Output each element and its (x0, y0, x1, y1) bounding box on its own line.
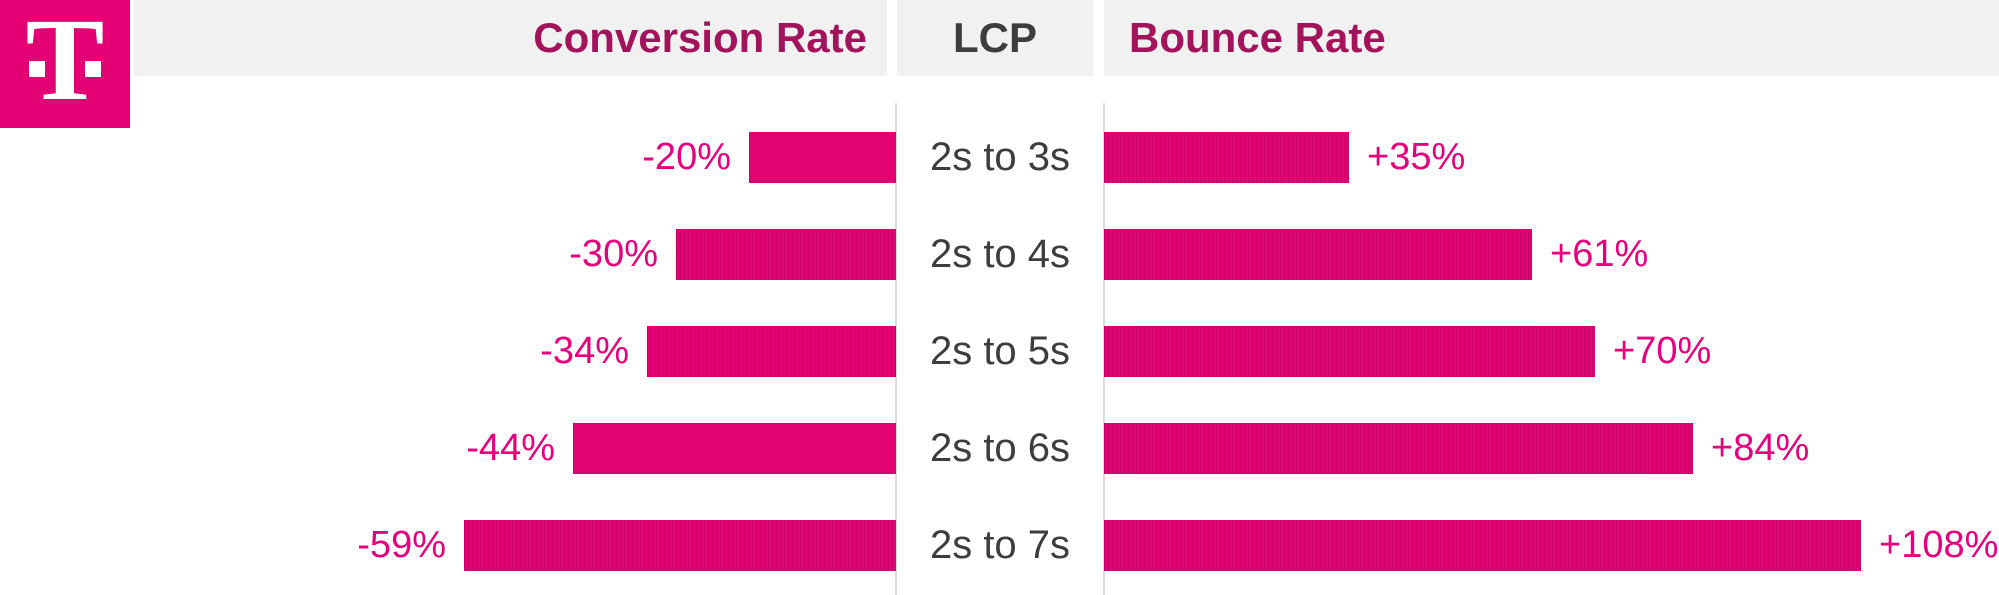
conversion-rate-bar (573, 423, 896, 474)
telekom-t-glyph: T (25, 0, 105, 125)
conversion-rate-bar (464, 520, 896, 571)
bounce-delta-label: +61% (1550, 233, 1649, 275)
conversion-delta-label: -30% (569, 233, 658, 275)
lcp-range-label: 2s to 3s (929, 135, 1071, 179)
bounce-rate-bar (1104, 326, 1595, 377)
logo-right-dot (85, 61, 101, 77)
conversion-rate-bar (676, 229, 896, 280)
logo-left-dot (29, 61, 45, 77)
bounce-rate-bar (1104, 520, 1861, 571)
bounce-delta-label: +70% (1613, 330, 1712, 372)
conversion-delta-label: -44% (466, 427, 555, 469)
bounce-delta-label: +84% (1711, 427, 1810, 469)
lcp-range-label: 2s to 5s (929, 329, 1071, 373)
bounce-rate-bar (1104, 132, 1349, 183)
conversion-rate-bar (749, 132, 896, 183)
conversion-delta-label: -59% (357, 524, 446, 566)
chart-row: -44% 2s to 6s +84% (0, 423, 1999, 474)
conversion-rate-bar (647, 326, 896, 377)
chart-row: -30% 2s to 4s +61% (0, 229, 1999, 280)
chart-row: -34% 2s to 5s +70% (0, 326, 1999, 377)
chart-row: -20% 2s to 3s +35% (0, 132, 1999, 183)
conversion-delta-label: -34% (540, 330, 629, 372)
bounce-delta-label: +35% (1367, 136, 1466, 178)
header-bounce-rate: Bounce Rate (1104, 0, 1999, 76)
header-lcp: LCP (897, 0, 1093, 76)
bounce-rate-bar (1104, 229, 1532, 280)
chart-row: -59% 2s to 7s +108% (0, 520, 1999, 571)
bounce-rate-bar (1104, 423, 1693, 474)
lcp-range-label: 2s to 6s (929, 426, 1071, 470)
conversion-delta-label: -20% (642, 136, 731, 178)
bounce-delta-label: +108% (1879, 524, 1999, 566)
lcp-range-label: 2s to 4s (929, 232, 1071, 276)
lcp-range-label: 2s to 7s (929, 523, 1071, 567)
center-column-left-border (895, 103, 897, 595)
telekom-logo: T (0, 0, 130, 128)
header-conversion-rate: Conversion Rate (134, 0, 887, 76)
